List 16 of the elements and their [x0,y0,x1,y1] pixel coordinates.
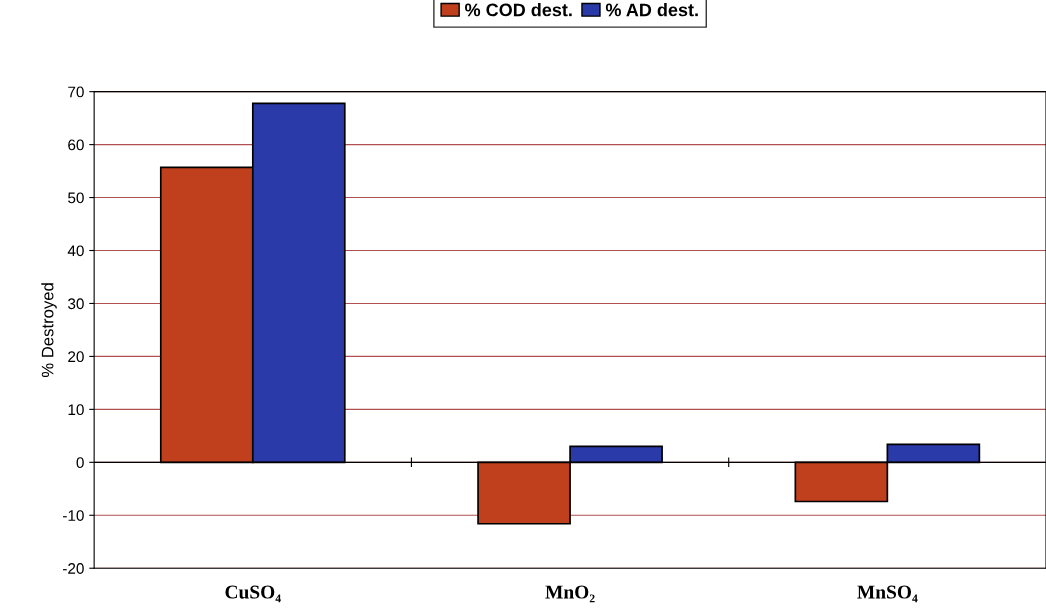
y-tick-label: 0 [76,457,84,469]
x-tick-label: MnO₂ [545,585,595,603]
y-tick-label: 20 [68,351,84,363]
x-tick-label: CuSO₄ [225,585,281,603]
y-tick-label: -10 [63,510,84,521]
y-tick-label: 40 [67,245,84,257]
y-tick-label: -20 [63,563,84,574]
legend-label: % AD dest. [605,3,698,17]
y-tick-label: 60 [68,139,84,151]
y-tick-label: 30 [68,298,84,310]
y-tick-label: 50 [68,192,84,204]
legend-label: % COD dest. [465,3,572,17]
y-tick-label: 10 [68,404,84,416]
y-axis-title: % Destroyed [41,283,57,378]
y-tick-label: 70 [68,86,84,98]
x-tick-label: MnSO₄ [857,585,918,603]
